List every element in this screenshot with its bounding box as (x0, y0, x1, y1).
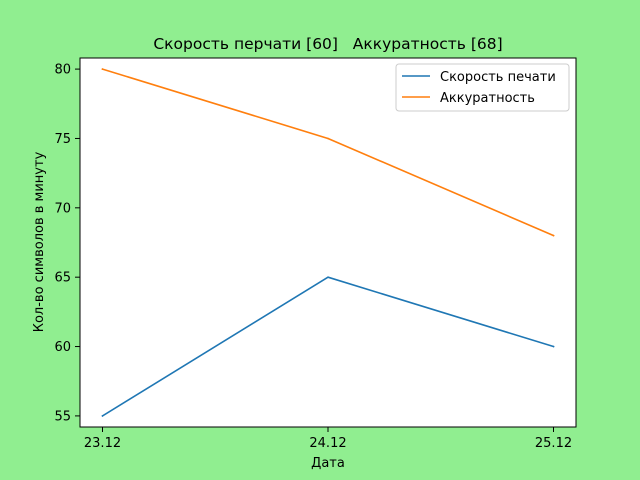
y-tick-label: 65 (54, 271, 71, 286)
y-tick-label: 60 (54, 340, 71, 355)
legend: Скорость печати Аккуратность (395, 63, 570, 112)
x-axis-ticks: 23.12 24.12 25.12 (84, 427, 572, 451)
data-point (327, 276, 329, 278)
y-axis-label: Кол-во символов в минуту (32, 151, 47, 332)
chart-title: Скорость перчати [60] Аккуратность [68] (153, 35, 502, 53)
x-tick-label: 25.12 (535, 436, 572, 451)
y-tick-label: 80 (54, 63, 71, 78)
legend-label: Аккуратность (440, 91, 535, 106)
legend-box (395, 63, 570, 112)
y-axis-ticks: 55 60 65 70 75 80 (54, 63, 80, 424)
data-point (101, 415, 104, 417)
legend-label: Скорость печати (440, 70, 556, 85)
data-point (327, 137, 329, 140)
plot-frame (79, 57, 577, 428)
y-tick-label: 55 (54, 409, 71, 424)
data-point (101, 68, 104, 70)
x-tick-label: 24.12 (309, 436, 346, 451)
series-layer (101, 68, 555, 418)
data-point (552, 234, 555, 237)
x-tick-label: 23.12 (84, 436, 121, 451)
data-point (552, 345, 555, 348)
y-tick-label: 70 (54, 201, 71, 216)
plot-area (80, 58, 576, 427)
x-axis-label: Дата (311, 456, 345, 471)
y-tick-label: 75 (54, 132, 71, 147)
